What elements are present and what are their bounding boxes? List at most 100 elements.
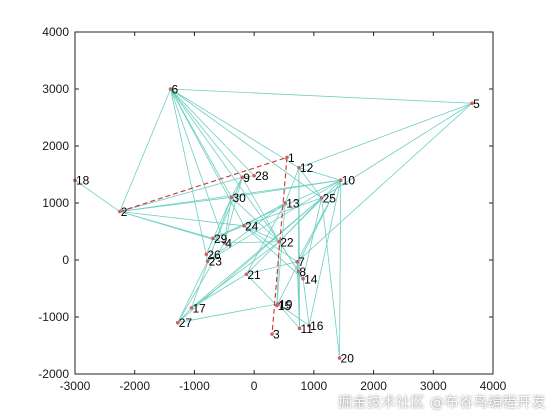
node-23 bbox=[205, 259, 210, 263]
edge-5-6 bbox=[170, 88, 473, 104]
edge-23-27 bbox=[177, 260, 208, 323]
edge-24-14 bbox=[243, 225, 304, 280]
node-29 bbox=[211, 236, 215, 241]
x-tick-label: -1000 bbox=[179, 379, 210, 393]
route-layer bbox=[119, 156, 288, 335]
node-label-8: 8 bbox=[299, 265, 306, 279]
edge-21-15 bbox=[246, 273, 278, 306]
node-label-12: 12 bbox=[300, 161, 314, 175]
edge-5-12 bbox=[298, 102, 473, 169]
node-7 bbox=[295, 259, 299, 264]
edge-24-29 bbox=[212, 225, 245, 239]
edge-19-16 bbox=[277, 303, 310, 326]
edge-6-9 bbox=[170, 88, 243, 178]
edge-13-15 bbox=[276, 202, 286, 306]
edge-25-22 bbox=[278, 197, 322, 243]
y-tick-label: 0 bbox=[62, 253, 69, 267]
watermark: 掘金技术社区 @布谷鸟编程开发 bbox=[338, 395, 546, 411]
nodes-layer bbox=[73, 87, 474, 360]
x-tick-label: -3000 bbox=[60, 379, 91, 393]
x-tick-label: 2000 bbox=[360, 379, 387, 393]
edge-6-23 bbox=[170, 88, 208, 262]
node-label-11: 11 bbox=[301, 322, 314, 336]
edge-21-17 bbox=[191, 273, 247, 309]
node-16 bbox=[307, 323, 311, 328]
x-tick-label: 0 bbox=[251, 379, 258, 393]
edge-5-7 bbox=[296, 102, 473, 263]
x-tick-label: -2000 bbox=[119, 379, 150, 393]
node-label-21: 21 bbox=[247, 268, 261, 282]
node-label-27: 27 bbox=[179, 316, 193, 330]
node-label-18: 18 bbox=[76, 174, 90, 188]
edge-12-25 bbox=[298, 167, 322, 199]
edge-24-13 bbox=[243, 202, 286, 227]
edge-12-11 bbox=[298, 167, 300, 329]
node-label-2: 2 bbox=[121, 205, 128, 219]
edge-2-29 bbox=[119, 211, 214, 239]
edge-9-22 bbox=[241, 177, 280, 242]
edge-25-20 bbox=[321, 197, 340, 359]
y-tick-label: 2000 bbox=[42, 139, 69, 153]
node-label-9: 9 bbox=[243, 171, 250, 185]
x-tick-label: 4000 bbox=[480, 379, 507, 393]
node-label-19: 19 bbox=[279, 297, 293, 311]
edge-6-28 bbox=[170, 88, 255, 176]
node-1 bbox=[285, 155, 289, 160]
edge-22-15 bbox=[276, 241, 280, 306]
node-label-4: 4 bbox=[225, 236, 232, 250]
node-25 bbox=[319, 196, 324, 200]
y-ticks: -2000 -1000 0 1000 2000 3000 4000 bbox=[38, 25, 493, 381]
edge-10-23 bbox=[207, 179, 341, 262]
node-26 bbox=[204, 252, 209, 257]
node-19 bbox=[276, 302, 280, 306]
edges-layer bbox=[74, 88, 473, 359]
edge-30-4 bbox=[223, 197, 232, 243]
node-label-29: 29 bbox=[214, 232, 228, 246]
node-label-14: 14 bbox=[304, 272, 318, 286]
edge-13-23 bbox=[207, 202, 286, 262]
edge-27-19 bbox=[177, 303, 279, 324]
node-9 bbox=[240, 175, 244, 180]
node-label-23: 23 bbox=[209, 255, 223, 269]
edge-25-17 bbox=[191, 197, 322, 309]
node-10 bbox=[338, 178, 343, 182]
edge-6-25 bbox=[170, 88, 322, 199]
x-tick-label: 1000 bbox=[301, 379, 328, 393]
edge-6-2 bbox=[119, 88, 171, 212]
node-label-26: 26 bbox=[207, 248, 221, 262]
edge-22-4 bbox=[224, 241, 280, 244]
y-tick-label: -2000 bbox=[38, 367, 69, 381]
edge-10-20 bbox=[339, 180, 342, 359]
edge-30-17 bbox=[191, 197, 232, 309]
edge-2-18 bbox=[74, 179, 121, 212]
node-label-30: 30 bbox=[232, 191, 246, 205]
y-tick-label: -1000 bbox=[38, 310, 69, 324]
route-segment-2-1 bbox=[119, 156, 288, 213]
node-label-20: 20 bbox=[341, 352, 355, 366]
edge-2-9 bbox=[119, 176, 243, 212]
edge-12-10 bbox=[298, 167, 341, 181]
node-5 bbox=[470, 101, 474, 106]
edge-24-22 bbox=[243, 225, 280, 243]
node-27 bbox=[175, 320, 180, 325]
node-label-3: 3 bbox=[273, 328, 280, 342]
node-label-22: 22 bbox=[280, 235, 294, 249]
y-tick-label: 3000 bbox=[42, 82, 69, 96]
node-17 bbox=[189, 306, 194, 310]
node-30 bbox=[229, 195, 234, 200]
node-label-1: 1 bbox=[288, 151, 295, 165]
node-label-7: 7 bbox=[298, 255, 305, 269]
node-label-24: 24 bbox=[245, 219, 259, 233]
edge-28-9 bbox=[242, 175, 255, 178]
edge-19-11 bbox=[277, 303, 300, 329]
edge-6-4 bbox=[170, 88, 225, 244]
edge-10-30 bbox=[231, 179, 341, 198]
node-label-28: 28 bbox=[255, 169, 269, 183]
node-4 bbox=[222, 241, 227, 245]
node-24 bbox=[242, 224, 246, 228]
edge-10-15 bbox=[276, 180, 342, 306]
node-2 bbox=[117, 209, 122, 214]
edge-10-7 bbox=[296, 180, 342, 262]
